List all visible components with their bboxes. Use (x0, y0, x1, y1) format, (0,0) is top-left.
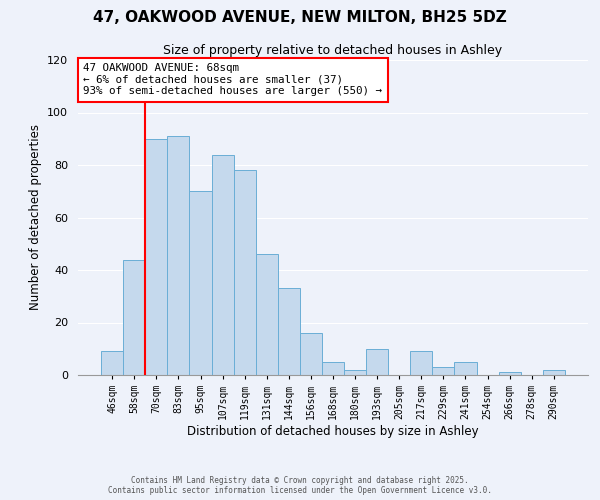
Bar (167, 136, 190, 375)
Bar (454, 362, 476, 375)
Text: 47 OAKWOOD AVENUE: 68sqm
← 6% of detached houses are smaller (37)
93% of semi-de: 47 OAKWOOD AVENUE: 68sqm ← 6% of detache… (83, 63, 382, 96)
Bar (101, 352, 123, 375)
Bar (344, 370, 366, 375)
Bar (366, 349, 388, 375)
Y-axis label: Number of detached properties: Number of detached properties (29, 124, 41, 310)
Bar (278, 288, 300, 375)
Title: Size of property relative to detached houses in Ashley: Size of property relative to detached ho… (163, 44, 503, 58)
Bar (190, 191, 212, 375)
Bar (233, 170, 256, 375)
Bar (145, 138, 167, 375)
Bar (256, 254, 278, 375)
Bar (322, 362, 344, 375)
Bar (433, 367, 454, 375)
Bar (499, 372, 521, 375)
Bar (212, 154, 233, 375)
Bar (410, 352, 433, 375)
Bar (300, 333, 322, 375)
Bar (123, 260, 145, 375)
Text: 47, OAKWOOD AVENUE, NEW MILTON, BH25 5DZ: 47, OAKWOOD AVENUE, NEW MILTON, BH25 5DZ (93, 10, 507, 25)
Bar (543, 370, 565, 375)
X-axis label: Distribution of detached houses by size in Ashley: Distribution of detached houses by size … (187, 425, 479, 438)
Text: Contains HM Land Registry data © Crown copyright and database right 2025.
Contai: Contains HM Land Registry data © Crown c… (108, 476, 492, 495)
